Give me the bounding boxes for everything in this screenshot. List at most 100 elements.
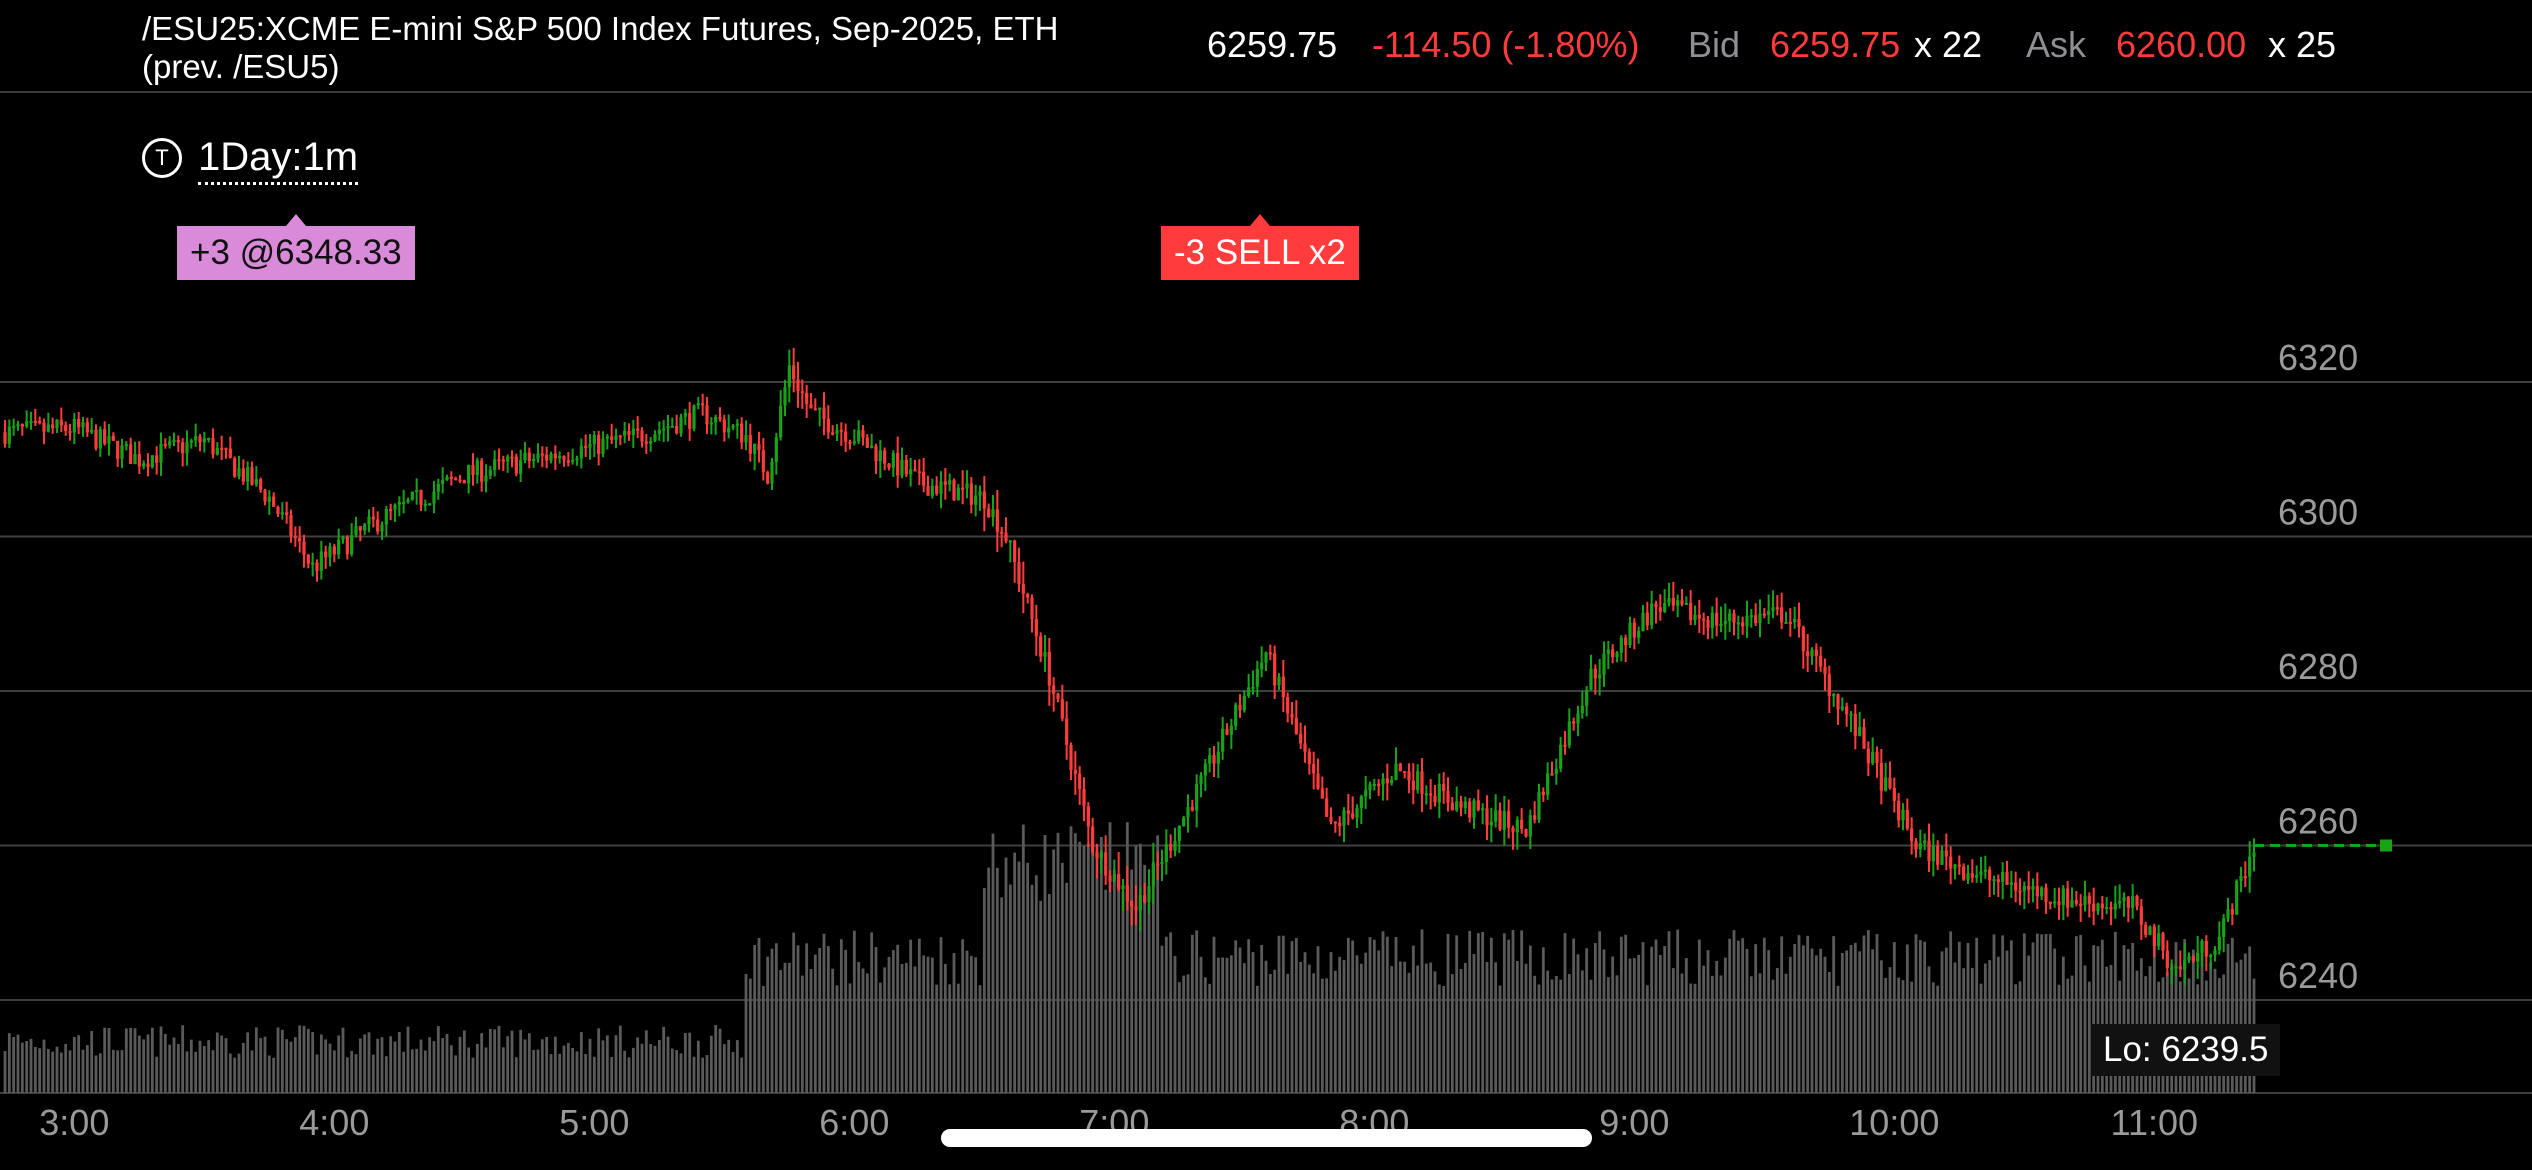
volume-bar bbox=[94, 1055, 98, 1093]
volume-bar bbox=[1931, 982, 1935, 1093]
candle-body bbox=[1316, 773, 1320, 789]
candle-body bbox=[1953, 864, 1957, 869]
candle-body bbox=[324, 551, 328, 558]
candle-body bbox=[1034, 619, 1038, 637]
sell-order-tag[interactable]: -3 SELL x2 bbox=[1161, 214, 1359, 280]
volume-bar bbox=[1268, 973, 1272, 1093]
volume-bar bbox=[259, 1038, 263, 1093]
timeframe-selector[interactable]: 1Day:1m bbox=[198, 134, 359, 185]
candle-body bbox=[571, 459, 575, 462]
candle-body bbox=[2018, 890, 2022, 893]
candle-body bbox=[926, 485, 930, 496]
volume-bar bbox=[1221, 957, 1225, 1093]
volume-bar bbox=[137, 1035, 141, 1093]
candle-body bbox=[354, 526, 358, 536]
volume-bar bbox=[1983, 963, 1987, 1093]
candle-body bbox=[1515, 819, 1519, 833]
candle-body bbox=[2057, 901, 2061, 906]
volume-bar bbox=[42, 1039, 46, 1093]
candle-body bbox=[289, 514, 293, 537]
volume-bar bbox=[220, 1035, 224, 1093]
timeframe-icon[interactable]: T bbox=[142, 138, 182, 178]
candle-body bbox=[662, 428, 666, 431]
volume-bar bbox=[731, 1051, 735, 1093]
candle-body bbox=[605, 436, 609, 439]
candle-body bbox=[2243, 876, 2247, 879]
volume-bar bbox=[397, 1031, 401, 1093]
candle-body bbox=[185, 442, 189, 454]
candle-body bbox=[376, 519, 380, 532]
candle-body bbox=[493, 459, 497, 470]
volume-bar bbox=[2113, 931, 2117, 1093]
candle-body bbox=[1238, 704, 1242, 711]
candle-body bbox=[1138, 895, 1142, 911]
volume-bar bbox=[1251, 952, 1255, 1093]
candle-body bbox=[298, 538, 302, 542]
candle-body bbox=[1836, 694, 1840, 710]
candle-body bbox=[1294, 717, 1298, 734]
volume-bar bbox=[1039, 900, 1043, 1093]
volume-bar bbox=[1355, 955, 1359, 1093]
candle-body bbox=[1065, 718, 1069, 745]
volume-bar bbox=[1255, 985, 1259, 1093]
candle-body bbox=[454, 478, 458, 481]
candle-body bbox=[1472, 800, 1476, 818]
home-indicator[interactable] bbox=[941, 1129, 1592, 1147]
volume-bar bbox=[441, 1038, 445, 1093]
candle-body bbox=[233, 457, 237, 477]
candle-body bbox=[584, 446, 588, 449]
volume-bar bbox=[64, 1044, 68, 1093]
volume-bar bbox=[267, 1055, 271, 1093]
volume-bar bbox=[636, 1037, 640, 1093]
candle-body bbox=[952, 480, 956, 501]
volume-bar bbox=[831, 968, 835, 1093]
candle-body bbox=[2204, 940, 2208, 957]
volume-bar bbox=[536, 1049, 540, 1093]
candle-body bbox=[2135, 896, 2139, 907]
candle-body bbox=[1407, 771, 1411, 781]
volume-bar bbox=[1424, 963, 1428, 1093]
candle-body bbox=[445, 476, 449, 481]
volume-bar bbox=[1650, 946, 1654, 1093]
candle-body bbox=[1762, 613, 1766, 616]
candle-body bbox=[475, 460, 479, 476]
volume-bar bbox=[727, 1039, 731, 1093]
candle-body bbox=[1091, 826, 1095, 853]
volume-bar bbox=[1511, 929, 1515, 1093]
volume-bar bbox=[692, 1056, 696, 1093]
candle-body bbox=[276, 506, 280, 514]
candle-body bbox=[1632, 622, 1636, 638]
candle-body bbox=[1169, 844, 1173, 851]
candle-body bbox=[7, 426, 11, 444]
volume-bar bbox=[1247, 939, 1251, 1093]
candle-body bbox=[1814, 649, 1818, 656]
candle-body bbox=[1628, 622, 1632, 645]
volume-bar bbox=[319, 1034, 323, 1093]
candle-body bbox=[588, 443, 592, 448]
volume-bar bbox=[1658, 955, 1662, 1093]
volume-bar bbox=[1784, 973, 1788, 1093]
volume-bar bbox=[471, 1057, 475, 1093]
candle-body bbox=[77, 418, 81, 428]
candle-body bbox=[2105, 906, 2109, 909]
candle-body bbox=[1884, 777, 1888, 791]
volume-bar bbox=[666, 1036, 670, 1093]
candle-body bbox=[1047, 651, 1051, 686]
ask-label: Ask bbox=[2026, 24, 2087, 65]
candle-body bbox=[33, 420, 37, 423]
buy-order-tag[interactable]: +3 @6348.33 bbox=[177, 214, 415, 280]
candle-body bbox=[1875, 751, 1879, 764]
candle-body bbox=[250, 467, 254, 485]
volume-bar bbox=[2079, 934, 2083, 1093]
volume-bar bbox=[1043, 834, 1047, 1093]
candle-body bbox=[1853, 713, 1857, 736]
candle-body bbox=[1424, 793, 1428, 796]
candle-body bbox=[2144, 924, 2148, 935]
candle-body bbox=[1255, 669, 1259, 687]
volume-bar bbox=[601, 1040, 605, 1093]
volume-bar bbox=[1173, 955, 1177, 1093]
candle-body bbox=[540, 453, 544, 456]
volume-bar bbox=[1026, 862, 1030, 1093]
candle-body bbox=[2074, 900, 2078, 904]
